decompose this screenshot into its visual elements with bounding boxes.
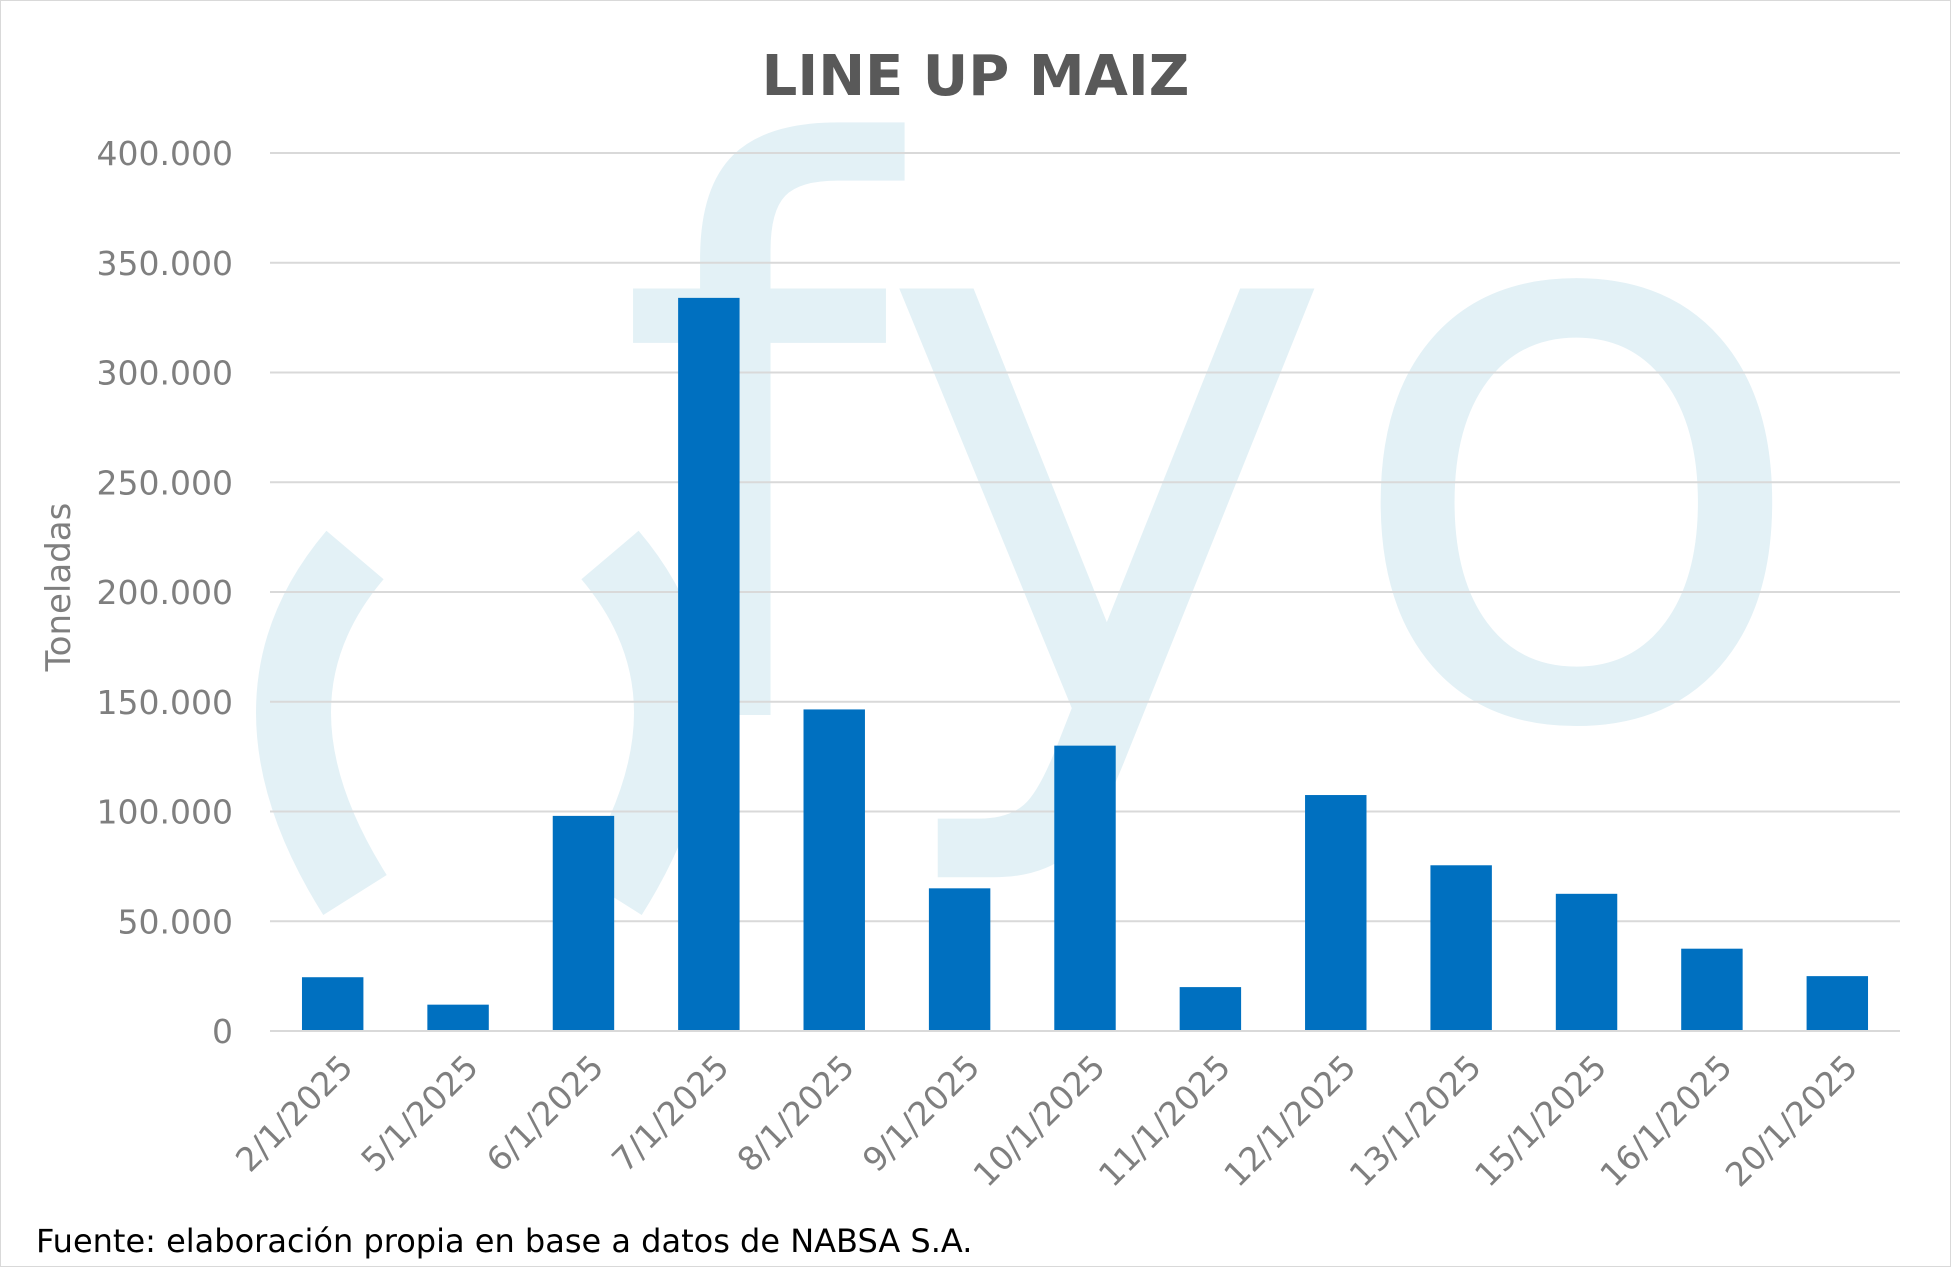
bars bbox=[301, 297, 1869, 1031]
x-tick-label: 20/1/2025 bbox=[1718, 1047, 1865, 1194]
bar bbox=[1305, 795, 1367, 1031]
y-tick-label: 250.000 bbox=[97, 463, 233, 502]
x-tick-label: 13/1/2025 bbox=[1342, 1047, 1489, 1194]
bar bbox=[1806, 976, 1869, 1031]
bar bbox=[1681, 948, 1743, 1031]
bar bbox=[301, 977, 364, 1031]
x-tick-label: 2/1/2025 bbox=[228, 1047, 360, 1179]
bar bbox=[427, 1004, 489, 1031]
x-axis-ticks: 2/1/20255/1/20256/1/20257/1/20258/1/2025… bbox=[228, 1030, 1900, 1194]
y-axis-label: Toneladas bbox=[39, 503, 79, 673]
fyo-watermark-logo: fyo bbox=[256, 0, 1815, 915]
x-tick-label: 10/1/2025 bbox=[965, 1047, 1112, 1194]
bar bbox=[1555, 893, 1618, 1031]
x-tick-label: 12/1/2025 bbox=[1216, 1047, 1363, 1194]
bar bbox=[678, 297, 740, 1031]
x-tick-label: 8/1/2025 bbox=[730, 1047, 862, 1179]
bar bbox=[928, 888, 991, 1031]
x-tick-label: 11/1/2025 bbox=[1091, 1047, 1238, 1194]
x-tick-label: 7/1/2025 bbox=[604, 1047, 736, 1179]
x-tick-label: 6/1/2025 bbox=[479, 1047, 611, 1179]
y-axis-ticks: 0 50.000 100.000 150.000 200.000 250.000 300.0… bbox=[97, 134, 233, 1051]
x-tick-label: 9/1/2025 bbox=[855, 1047, 987, 1179]
bar bbox=[552, 815, 615, 1031]
watermark-text: fyo bbox=[615, 0, 1815, 899]
x-tick-label: 16/1/2025 bbox=[1592, 1047, 1739, 1194]
bar bbox=[1430, 865, 1492, 1031]
y-tick-label: 400.000 bbox=[97, 134, 233, 173]
x-tick-label: 15/1/2025 bbox=[1467, 1047, 1614, 1194]
y-tick-label: 300.000 bbox=[97, 354, 233, 393]
x-tick-label: 5/1/2025 bbox=[353, 1047, 485, 1179]
y-tick-label: 100.000 bbox=[97, 793, 233, 832]
y-tick-label: 150.000 bbox=[97, 683, 233, 722]
source-note: Fuente: elaboración propia en base a dat… bbox=[36, 1222, 973, 1260]
bar bbox=[803, 709, 865, 1031]
bar bbox=[1054, 745, 1116, 1031]
y-tick-label: 50.000 bbox=[118, 902, 233, 941]
bar bbox=[1179, 987, 1242, 1031]
y-tick-label: 200.000 bbox=[97, 573, 233, 612]
chart-title: LINE UP MAIZ bbox=[761, 44, 1190, 109]
y-tick-label: 350.000 bbox=[97, 244, 233, 283]
y-tick-label: 0 bbox=[212, 1012, 233, 1051]
